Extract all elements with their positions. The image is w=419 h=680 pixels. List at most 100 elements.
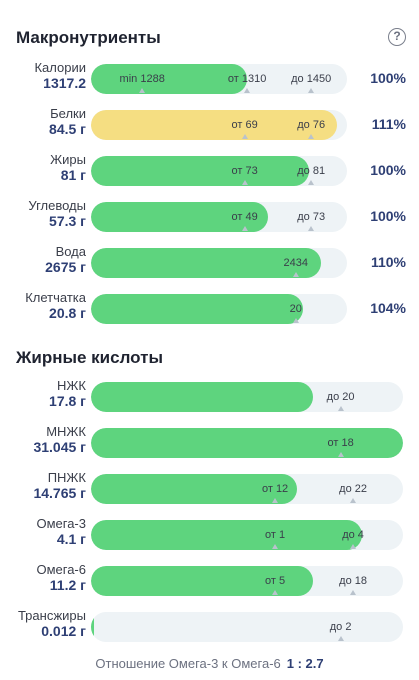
- nutrient-name: Белки: [50, 106, 86, 121]
- range-tick: [350, 498, 357, 503]
- progress-track: от 69 до 76: [91, 110, 347, 140]
- percent-value: 100%: [370, 208, 406, 224]
- nutrient-row[interactable]: Омега-6 11.2 г от 5 до 18: [0, 562, 419, 598]
- range-label: от 49: [231, 211, 258, 223]
- range-tick: [350, 590, 357, 595]
- progress-track: до 20: [91, 382, 403, 412]
- nutrient-row[interactable]: НЖК 17.8 г до 20: [0, 378, 419, 414]
- range-tick: [241, 134, 248, 139]
- progress-track: от 18: [91, 428, 403, 458]
- range-label: до 4: [342, 529, 364, 541]
- nutrient-row[interactable]: Омега-3 4.1 г от 1 до 4: [0, 516, 419, 552]
- range-label: до 18: [339, 575, 367, 587]
- nutrient-row[interactable]: Трансжиры 0.012 г до 2: [0, 608, 419, 644]
- nutrient-name: МНЖК: [46, 424, 86, 439]
- nutrient-label: ПНЖК 14.765 г: [0, 470, 86, 502]
- progress-track: от 49 до 73: [91, 202, 347, 232]
- range-tick: [241, 180, 248, 185]
- progress-fill: [91, 202, 268, 232]
- progress-track: от 12 до 22: [91, 474, 403, 504]
- percent-value: 100%: [370, 70, 406, 86]
- range-tick: [308, 226, 315, 231]
- range-label: до 73: [297, 211, 326, 223]
- range-tick: [272, 544, 279, 549]
- nutrient-amount: 11.2 г: [49, 577, 86, 593]
- progress-fill: [91, 474, 297, 504]
- nutrient-label: Омега-3 4.1 г: [0, 516, 86, 548]
- nutrient-amount: 2675 г: [45, 259, 86, 275]
- percent-value: 110%: [370, 254, 406, 270]
- range-tick: [139, 88, 146, 93]
- progress-fill: [91, 156, 309, 186]
- progress-fill: [91, 248, 322, 278]
- progress-fill: [91, 64, 248, 94]
- omega-ratio-label: Отношение Омега-3 к Омега-6: [95, 656, 281, 671]
- progress-track: от 1 до 4: [91, 520, 403, 550]
- progress-fill: [91, 612, 94, 642]
- nutrient-row[interactable]: ПНЖК 14.765 г от 12 до 22: [0, 470, 419, 506]
- nutrient-row[interactable]: Белки 84.5 г от 69 до 76 111%: [0, 106, 419, 142]
- nutrient-label: Трансжиры 0.012 г: [0, 608, 86, 640]
- range-tick: [241, 226, 248, 231]
- nutrient-amount: 20.8 г: [49, 305, 86, 321]
- nutrient-amount: 0.012 г: [41, 623, 86, 639]
- range-tick: [308, 134, 315, 139]
- nutrient-label: Калории 1317.2: [0, 60, 86, 92]
- progress-track: 20: [91, 294, 347, 324]
- progress-fill: [91, 520, 363, 550]
- range-label: 2434: [283, 257, 309, 269]
- nutrient-row[interactable]: Углеводы 57.3 г от 49 до 73 100%: [0, 198, 419, 234]
- range-tick: [350, 544, 357, 549]
- nutrient-row[interactable]: Клетчатка 20.8 г 20 104%: [0, 290, 419, 326]
- range-tick: [292, 318, 299, 323]
- nutrient-row[interactable]: Калории 1317.2 min 1288 от 1310 до 1450 100%: [0, 60, 419, 96]
- range-label: от 12: [261, 483, 289, 495]
- range-tick: [244, 88, 251, 93]
- range-tick: [292, 272, 299, 277]
- range-label: min 1288: [119, 73, 165, 85]
- nutrient-row[interactable]: Вода 2675 г 2434 110%: [0, 244, 419, 280]
- progress-track: до 2: [91, 612, 403, 642]
- range-tick: [337, 452, 344, 457]
- percent-value: 100%: [370, 162, 406, 178]
- nutrient-amount: 81 г: [60, 167, 86, 183]
- nutrient-row[interactable]: Жиры 81 г от 73 до 81 100%: [0, 152, 419, 188]
- omega-ratio: Отношение Омега-3 к Омега-6 1 : 2.7: [0, 656, 419, 671]
- range-label: 20: [289, 303, 302, 315]
- progress-track: от 5 до 18: [91, 566, 403, 596]
- nutrient-name: Жиры: [50, 152, 86, 167]
- range-tick: [308, 88, 315, 93]
- progress-fill: [91, 110, 337, 140]
- progress-track: 2434: [91, 248, 347, 278]
- nutrient-amount: 31.045 г: [33, 439, 86, 455]
- nutrient-label: Вода 2675 г: [0, 244, 86, 276]
- progress-fill: [91, 294, 304, 324]
- range-label: до 22: [339, 483, 367, 495]
- nutrient-label: Углеводы 57.3 г: [0, 198, 86, 230]
- nutrient-label: Белки 84.5 г: [0, 106, 86, 138]
- range-label: до 2: [329, 621, 352, 633]
- range-label: до 81: [297, 165, 326, 177]
- nutrient-name: Вода: [55, 244, 86, 259]
- range-label: от 18: [327, 437, 354, 449]
- range-tick: [272, 590, 279, 595]
- nutrient-name: ПНЖК: [47, 470, 86, 485]
- help-icon[interactable]: ?: [388, 28, 406, 46]
- progress-fill: [91, 428, 403, 458]
- omega-ratio-value: 1 : 2.7: [286, 656, 324, 671]
- nutrient-label: Омега-6 11.2 г: [0, 562, 86, 594]
- macros-title: Макронутриенты: [16, 28, 161, 47]
- range-tick: [308, 180, 315, 185]
- percent-value: 111%: [371, 116, 406, 132]
- nutrient-amount: 4.1 г: [56, 531, 86, 547]
- nutrient-label: НЖК 17.8 г: [0, 378, 86, 410]
- range-label: от 73: [231, 165, 258, 177]
- progress-track: min 1288 от 1310 до 1450: [91, 64, 347, 94]
- nutrient-row[interactable]: МНЖК 31.045 г от 18: [0, 424, 419, 460]
- range-tick: [337, 406, 344, 411]
- range-label: от 1310: [227, 73, 267, 85]
- nutrient-amount: 84.5 г: [49, 121, 86, 137]
- nutrient-name: НЖК: [57, 378, 86, 393]
- nutrient-label: Клетчатка 20.8 г: [0, 290, 86, 322]
- range-label: от 69: [231, 119, 258, 131]
